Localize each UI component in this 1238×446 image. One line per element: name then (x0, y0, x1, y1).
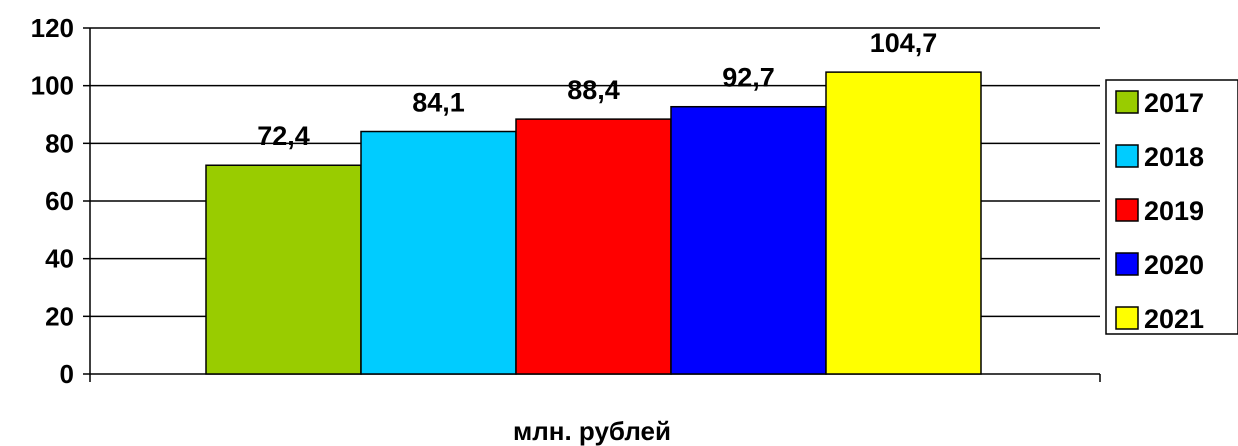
bar-2021 (825, 71, 982, 375)
bar-2019 (515, 118, 672, 375)
legend: 2017 2018 2019 2020 2021 (1105, 79, 1238, 335)
y-tick-labels: 0 20 40 60 80 100 120 (31, 13, 74, 389)
y-tick-label: 80 (45, 128, 74, 158)
legend-swatch-2017 (1115, 90, 1139, 114)
legend-label-2021: 2021 (1144, 304, 1204, 334)
y-tick-label: 40 (45, 244, 74, 274)
data-label-2019: 88,4 (567, 75, 620, 105)
data-label-2017: 72,4 (257, 121, 310, 151)
legend-swatch-2020 (1115, 252, 1139, 276)
bar-2017 (205, 164, 362, 375)
data-label-2020: 92,7 (722, 63, 775, 93)
data-label-2018: 84,1 (412, 88, 465, 118)
bar-2018 (360, 130, 517, 375)
bars (205, 71, 982, 375)
legend-label-2018: 2018 (1144, 142, 1204, 172)
x-axis-label: млн. рублей (513, 416, 671, 446)
y-tick-label: 100 (31, 71, 74, 101)
legend-swatch-2021 (1115, 306, 1139, 330)
y-tick-label: 60 (45, 186, 74, 216)
legend-swatch-2018 (1115, 144, 1139, 168)
y-tick-label: 120 (31, 13, 74, 43)
y-tick-label: 20 (45, 301, 74, 331)
legend-label-2020: 2020 (1144, 250, 1204, 280)
legend-swatch-2019 (1115, 198, 1139, 222)
y-tick-label: 0 (60, 359, 74, 389)
legend-label-2019: 2019 (1144, 196, 1204, 226)
data-label-2021: 104,7 (870, 28, 938, 58)
legend-label-2017: 2017 (1144, 88, 1204, 118)
data-labels: 72,4 84,1 88,4 92,7 104,7 (257, 28, 937, 151)
bar-2020 (670, 105, 827, 375)
